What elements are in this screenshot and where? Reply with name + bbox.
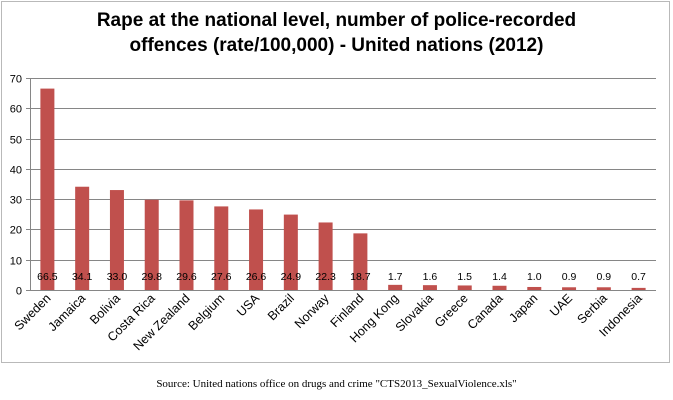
category-label: Canada [465, 291, 506, 332]
data-label: 1.4 [492, 271, 507, 283]
data-label: 26.6 [246, 271, 267, 283]
data-label: 0.7 [631, 271, 646, 283]
bar [492, 285, 507, 290]
bar [144, 199, 159, 290]
data-label: 1.7 [388, 271, 403, 283]
data-label: 66.5 [37, 271, 58, 283]
data-label: 22.3 [315, 271, 336, 283]
y-tick-label: 40 [10, 165, 22, 177]
data-label: 29.6 [176, 271, 197, 283]
bar [562, 287, 577, 290]
data-label: 29.8 [142, 271, 163, 283]
source-note: Source: United nations office on drugs a… [156, 378, 517, 390]
y-tick-label: 30 [10, 195, 22, 207]
bar [457, 285, 472, 290]
chart-title: Rape at the national level, number of po… [0, 8, 673, 58]
bar [109, 190, 124, 290]
category-label: USA [234, 291, 263, 320]
chart-title-line-1: Rape at the national level, number of po… [96, 10, 577, 31]
chart-frame [1, 1, 670, 363]
bar [527, 286, 542, 290]
bar [75, 186, 90, 290]
bar [249, 209, 264, 290]
bar [596, 287, 611, 290]
y-tick-label: 20 [10, 225, 22, 237]
data-label: 1.5 [457, 271, 472, 283]
category-label: Greece [432, 291, 471, 330]
bar [422, 285, 437, 290]
category-label: Japan [506, 291, 540, 325]
data-label: 1.6 [423, 271, 438, 283]
y-tick-label: 0 [16, 286, 22, 298]
chart-title-line-2: offences (rate/100,000) - United nations… [129, 35, 544, 56]
data-label: 0.9 [562, 271, 577, 283]
category-label: Slovakia [393, 291, 436, 334]
y-tick-label: 50 [10, 135, 22, 147]
bar [631, 287, 646, 290]
data-label: 33.0 [107, 271, 128, 283]
data-label: 34.1 [72, 271, 93, 283]
category-label: Belgium [186, 291, 228, 333]
y-tick-label: 10 [10, 256, 22, 268]
data-label: 0.9 [597, 271, 612, 283]
y-tick-label: 60 [10, 104, 22, 116]
bar [353, 233, 368, 290]
data-label: 24.9 [281, 271, 302, 283]
bar [179, 200, 194, 290]
bar [318, 222, 333, 290]
category-label: UAE [547, 291, 575, 319]
bar [388, 284, 403, 290]
data-label: 1.0 [527, 271, 542, 283]
category-label: Norway [292, 291, 332, 331]
y-tick-label: 70 [10, 74, 22, 86]
bar [283, 214, 298, 290]
category-label: Jamaica [45, 291, 88, 334]
bar [214, 206, 229, 290]
bar [40, 88, 55, 290]
category-label: Brazil [265, 291, 297, 323]
data-label: 27.6 [211, 271, 232, 283]
data-label: 18.7 [350, 271, 371, 283]
